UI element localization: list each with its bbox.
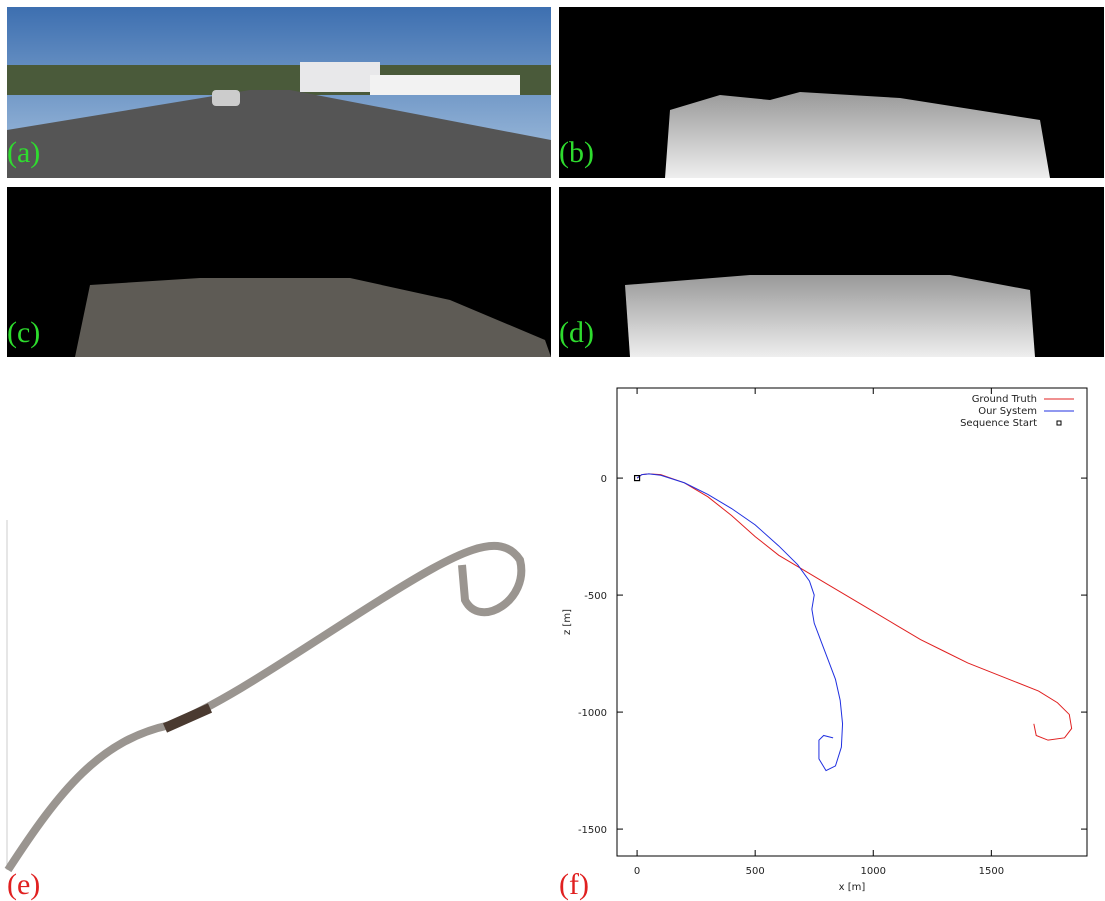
panel-d: (d) — [559, 187, 1104, 357]
panel-label: (c) — [7, 316, 40, 349]
panel-label: (e) — [7, 868, 40, 901]
series-line — [637, 474, 1072, 740]
panel-c: (c) — [7, 187, 551, 357]
legend-label: Sequence Start — [960, 418, 1037, 429]
series-line — [637, 474, 842, 771]
legend-label: Ground Truth — [972, 394, 1037, 405]
panel-label: (b) — [559, 136, 594, 169]
x-tick-label: 1500 — [979, 866, 1004, 877]
y-tick-label: 0 — [601, 474, 607, 485]
panel-a: (a) — [7, 7, 551, 178]
y-axis-label: z [m] — [562, 609, 573, 635]
panel-label: (a) — [7, 136, 40, 169]
x-tick-label: 500 — [746, 866, 765, 877]
panel-label: (f) — [559, 868, 589, 901]
legend-label: Our System — [978, 406, 1037, 417]
panel-b: (b) — [559, 7, 1104, 178]
y-tick-label: -500 — [584, 591, 607, 602]
y-tick-label: -1500 — [578, 825, 607, 836]
x-tick-label: 0 — [634, 866, 640, 877]
figure: (a) (b) (c) (d) (e) x [m] z [m] 0 500 1000… — [0, 0, 1105, 901]
chart: x [m] z [m] 0 500 1000 1500 0 -500 -1000 -1500 G… — [562, 388, 1087, 893]
x-tick-label: 1000 — [861, 866, 886, 877]
panel-e: (e) — [7, 520, 521, 901]
plot-frame — [617, 388, 1087, 856]
x-axis-label: x [m] — [839, 882, 866, 893]
y-tick-label: -1000 — [578, 708, 607, 719]
legend-marker — [1057, 421, 1061, 425]
panel-label: (d) — [559, 316, 594, 349]
